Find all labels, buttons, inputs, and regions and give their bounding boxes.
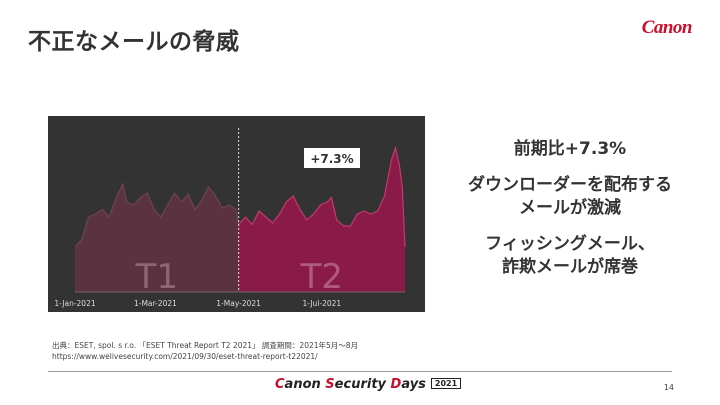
period-label-t1: T1 <box>135 257 178 297</box>
brand-text: ecurity <box>334 377 391 392</box>
key-point-line: ダウンローダーを配布する <box>468 175 672 195</box>
brand-text: anon <box>284 377 326 392</box>
key-points: 前期比+7.3% ダウンローダーを配布する メールが激減 フィッシングメール、 詐欺メー… <box>440 138 700 292</box>
x-tick-label: 1-Jan-2021 <box>54 299 95 308</box>
growth-annotation-text: +7.3% <box>310 152 353 166</box>
area-chart-svg: T1 T2 1-Jan-2021 1-Mar-2021 1-May-2021 1-Jul-… <box>54 128 406 308</box>
event-year: 2021 <box>430 378 462 389</box>
key-point-line: 前期比+7.3% <box>513 139 627 159</box>
brand-letter: D <box>390 377 402 392</box>
footer-divider <box>48 371 672 372</box>
key-point: 前期比+7.3% <box>440 138 700 161</box>
brand-letter: S <box>325 377 335 392</box>
source-url: https://www.welivesecurity.com/2021/09/3… <box>52 352 318 361</box>
page-number: 14 <box>663 383 674 392</box>
growth-annotation-box <box>304 148 360 168</box>
x-tick-label: 1-May-2021 <box>216 299 261 308</box>
brand-letter: C <box>275 377 285 392</box>
line-t2 <box>238 145 406 248</box>
key-point-line: フィッシングメール、 <box>485 234 655 254</box>
brand-text: ays <box>401 377 426 392</box>
x-tick-label: 1-Mar-2021 <box>134 299 177 308</box>
x-tick-label: 1-Jul-2021 <box>302 299 341 308</box>
line-t1 <box>74 182 240 248</box>
key-point-line: メールが激減 <box>519 198 621 218</box>
source-note: 出典：ESET, spol. s r.o. 「ESET Threat Repor… <box>52 340 358 362</box>
area-t2 <box>238 148 405 292</box>
growth-annotation: +7.3% <box>304 148 360 168</box>
key-point: ダウンローダーを配布する メールが激減 <box>440 174 700 220</box>
area-t1 <box>75 184 239 292</box>
period-label-t2: T2 <box>300 257 343 297</box>
key-point-line: 詐欺メールが席巻 <box>502 257 638 277</box>
threat-chart: T1 T2 1-Jan-2021 1-Mar-2021 1-May-2021 1-Jul-… <box>48 116 425 312</box>
key-point: フィッシングメール、 詐欺メールが席巻 <box>440 233 700 279</box>
canon-logo: Canon <box>641 17 693 38</box>
canon-security-days-logo: Canon Security Days 2021 <box>275 377 462 392</box>
slide-title: 不正なメールの脅威 <box>28 29 240 55</box>
source-line: 出典：ESET, spol. s r.o. 「ESET Threat Repor… <box>52 341 359 350</box>
